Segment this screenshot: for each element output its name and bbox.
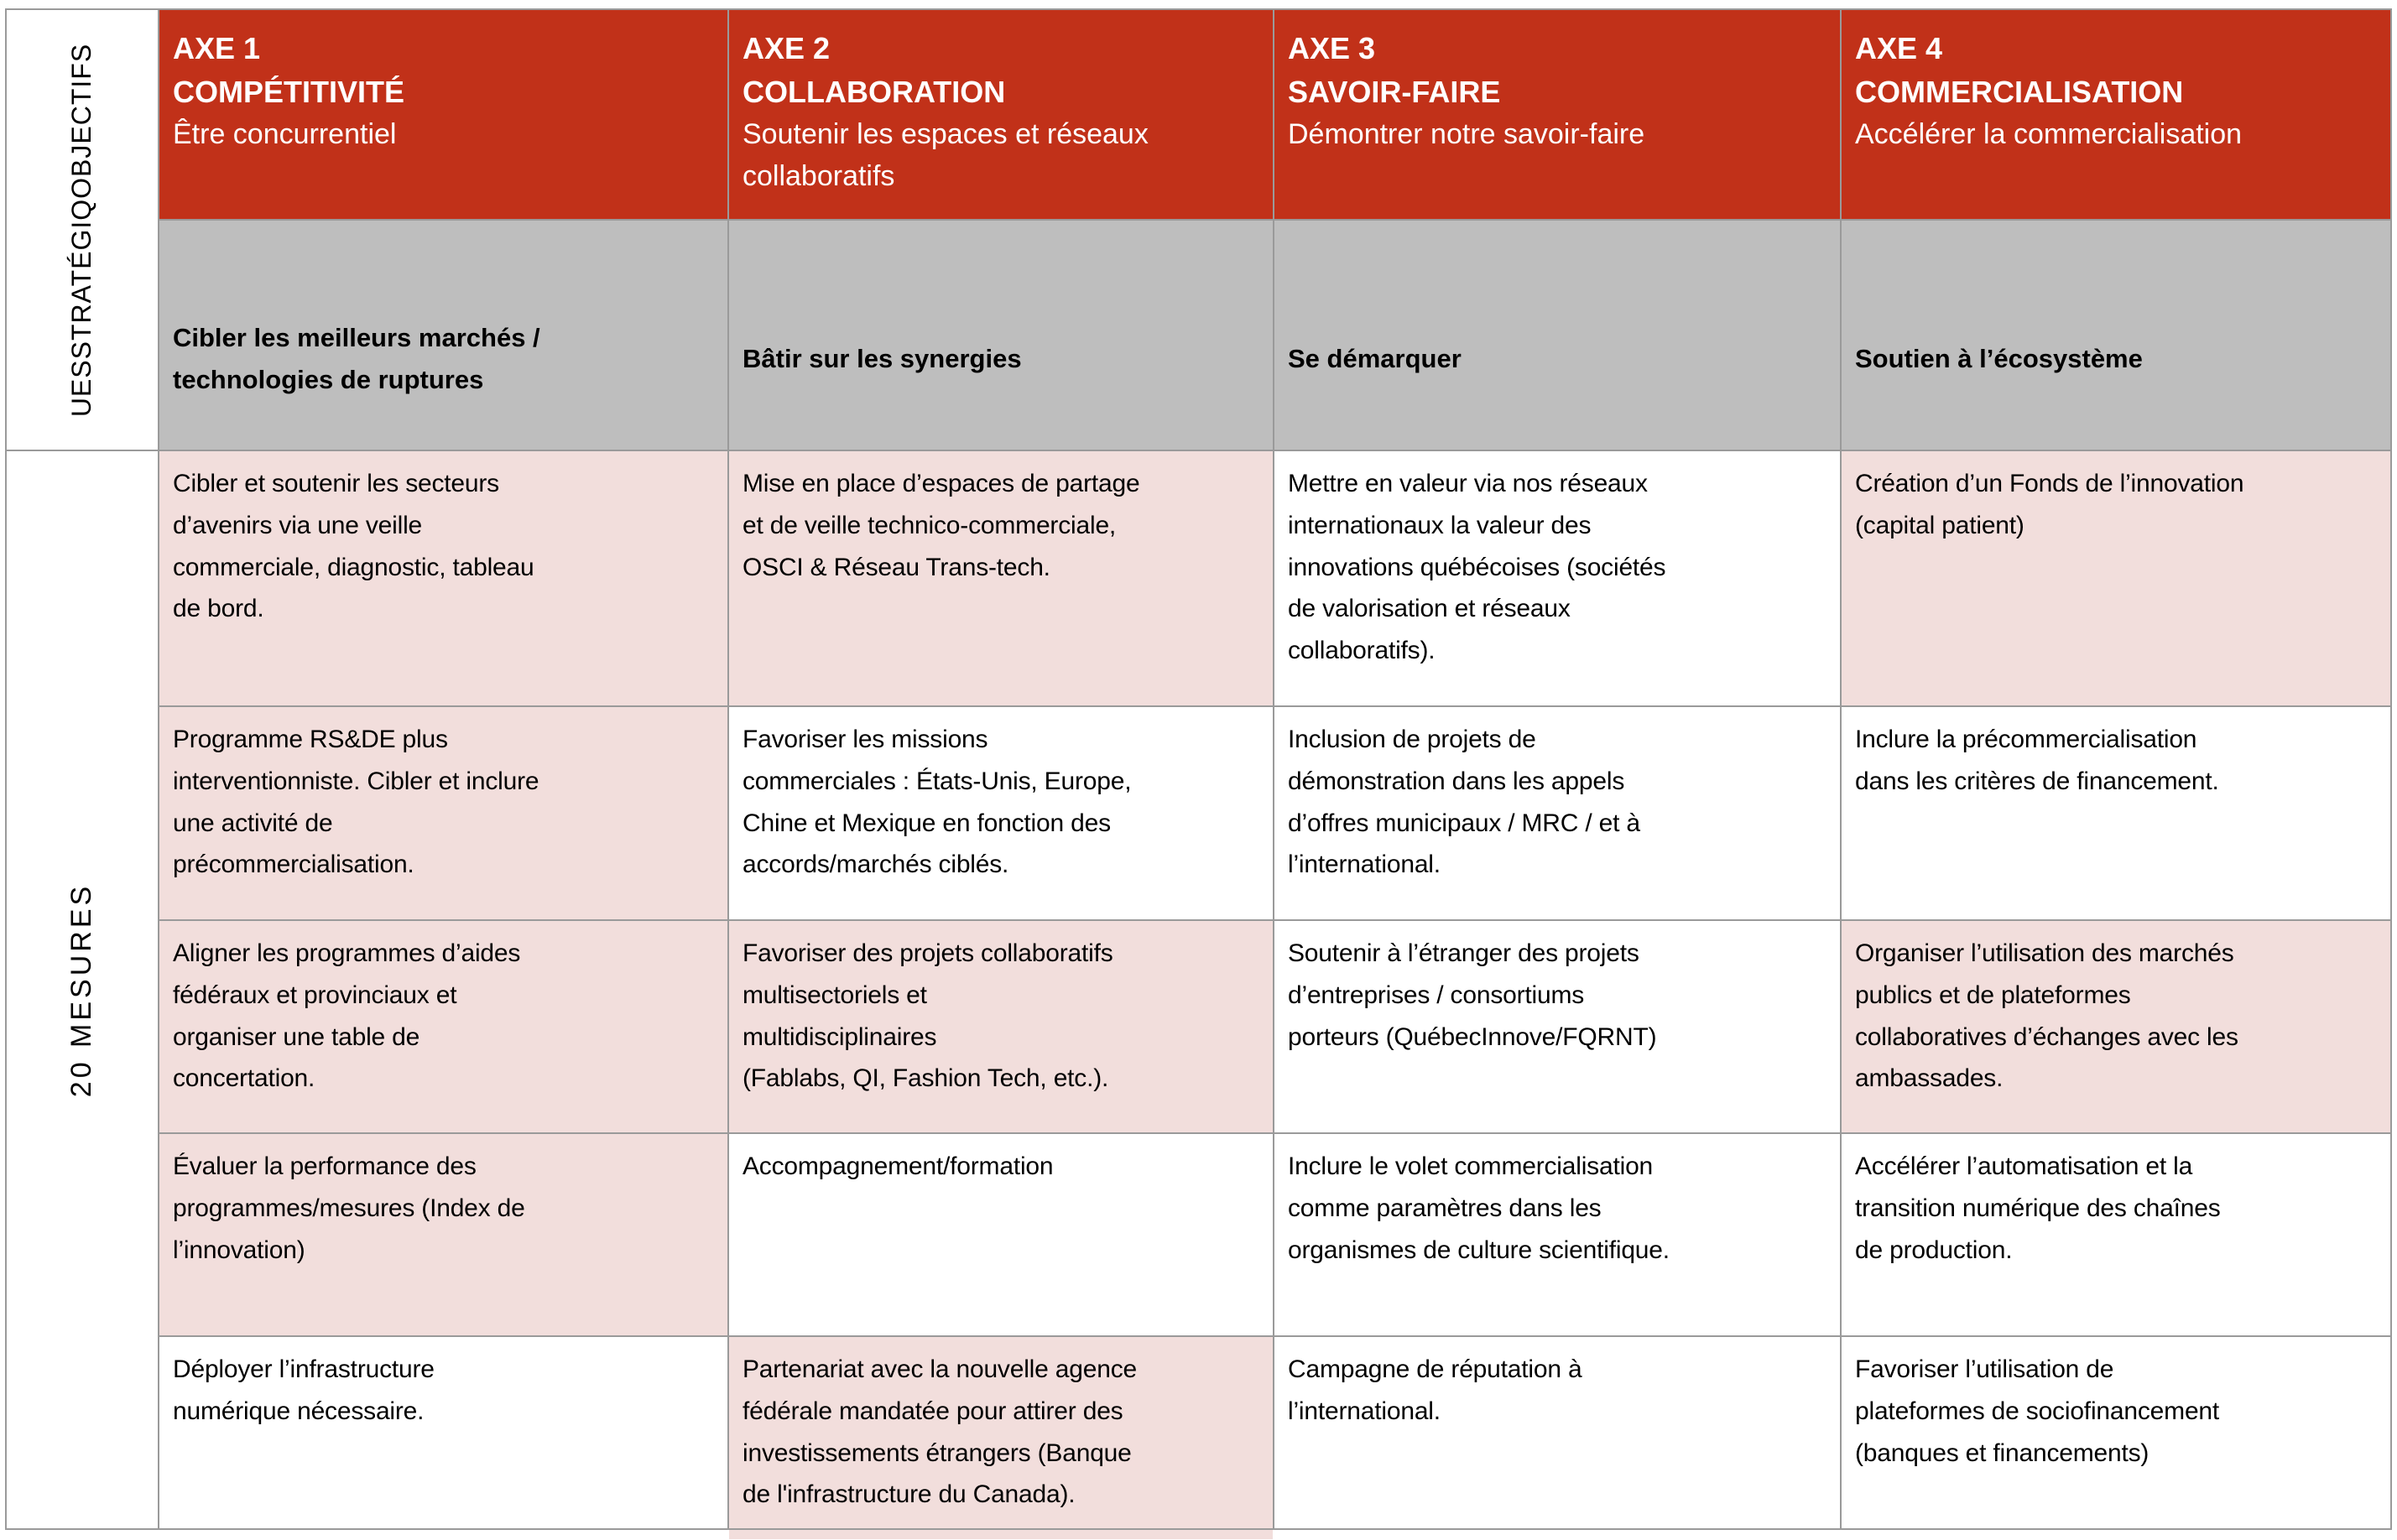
measure-axe1-2: Programme RS&DE plus interventionniste. …	[159, 707, 727, 919]
axe4-subtitle: Accélérer la commercialisation	[1855, 118, 2243, 151]
objective-axe4: Soutien à l’écosystème	[1842, 221, 2390, 450]
measure-axe3-3: Soutenir à l’étranger des projets d’entr…	[1274, 921, 1840, 1132]
measure-axe3-5: Campagne de réputation à l’international…	[1274, 1337, 1840, 1528]
axe2-subtitle: Soutenir les espaces et réseaux collabor…	[743, 118, 1149, 192]
axe3-subtitle: Démontrer notre savoir-faire	[1288, 118, 1645, 151]
measure-axe3-1: Mettre en valeur via nos réseaux interna…	[1274, 451, 1840, 705]
measure-axe3-4: Inclure le volet commercialisation comme…	[1274, 1134, 1840, 1335]
objectifs-strategiques-rail: UESSTRATÉGIQOBJECTIFS	[7, 10, 158, 450]
measure-axe4-5: Favoriser l’utilisation de plateformes d…	[1842, 1337, 2390, 1528]
axe4-header: AXE 4 COMMERCIALISATION Accélérer la com…	[1842, 10, 2390, 219]
axe2-header: AXE 2 COLLABORATION Soutenir les espaces…	[729, 10, 1273, 219]
measure-axe4-2: Inclure la précommercialisation dans les…	[1842, 707, 2390, 919]
objective-axe2: Bâtir sur les synergies	[729, 221, 1273, 450]
axe2-number: AXE 2	[743, 31, 831, 65]
measure-axe3-2: Inclusion de projets de démonstration da…	[1274, 707, 1840, 919]
axe2-title: COLLABORATION	[743, 75, 1006, 110]
measure-axe1-4: Évaluer la performance des programmes/me…	[159, 1134, 727, 1335]
axe1-number: AXE 1	[173, 31, 261, 65]
objective-axe3: Se démarquer	[1274, 221, 1840, 450]
axe4-number: AXE 4	[1855, 31, 1943, 65]
axe1-header: AXE 1 COMPÉTITIVITÉ Être concurrentiel	[159, 10, 727, 219]
axe1-title: COMPÉTITIVITÉ	[173, 75, 405, 110]
measure-axe4-4: Accélérer l’automatisation et la transit…	[1842, 1134, 2390, 1335]
measure-axe2-3: Favoriser des projets collaboratifs mult…	[729, 921, 1273, 1132]
objectifs-strategiques-label: UESSTRATÉGIQOBJECTIFS	[66, 43, 97, 417]
measure-axe2-4: Accompagnement/formation	[729, 1134, 1273, 1335]
mesures-rail: 20 MESURES	[7, 451, 158, 1528]
mesures-label: 20 MESURES	[65, 882, 98, 1097]
axe3-title: SAVOIR-FAIRE	[1288, 75, 1501, 110]
axe4-title: COMMERCIALISATION	[1855, 75, 2184, 110]
measure-axe2-5: Partenariat avec la nouvelle agence fédé…	[729, 1337, 1273, 1528]
axe3-number: AXE 3	[1288, 31, 1376, 65]
measure-axe4-3: Organiser l’utilisation des marchés publ…	[1842, 921, 2390, 1132]
measure-axe1-3: Aligner les programmes d’aides fédéraux …	[159, 921, 727, 1132]
axe1-subtitle: Être concurrentiel	[173, 118, 397, 151]
measure-axe2-1: Mise en place d’espaces de partage et de…	[729, 451, 1273, 705]
objective-axe1: Cibler les meilleurs marchés / technolog…	[159, 221, 727, 450]
measure-axe1-1: Cibler et soutenir les secteurs d’avenir…	[159, 451, 727, 705]
measure-axe4-1: Création d’un Fonds de l’innovation (cap…	[1842, 451, 2390, 705]
strategy-matrix-table: UESSTRATÉGIQOBJECTIFS 20 MESURES AXE 1 C…	[5, 8, 2392, 1530]
measure-axe1-5: Déployer l’infrastructure numérique néce…	[159, 1337, 727, 1528]
cropped-next-row-strip	[729, 1530, 1273, 1539]
measure-axe2-2: Favoriser les missions commerciales : Ét…	[729, 707, 1273, 919]
axe3-header: AXE 3 SAVOIR-FAIRE Démontrer notre savoi…	[1274, 10, 1840, 219]
